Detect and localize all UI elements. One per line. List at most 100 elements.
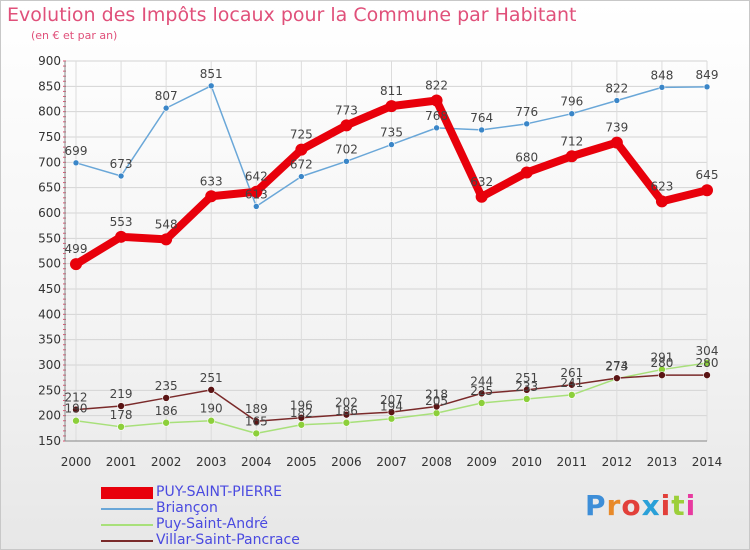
logo-letter: o bbox=[621, 489, 642, 522]
data-point-3 bbox=[117, 402, 125, 410]
data-label: 553 bbox=[110, 215, 133, 229]
y-tick-label: 900 bbox=[38, 54, 61, 68]
data-label: 632 bbox=[470, 175, 493, 189]
data-point-2 bbox=[703, 359, 711, 367]
data-point-3 bbox=[207, 386, 216, 394]
x-tick-label: 2007 bbox=[376, 455, 407, 469]
data-point-1 bbox=[703, 83, 711, 91]
data-label: 613 bbox=[245, 187, 268, 201]
data-label: 849 bbox=[696, 68, 719, 82]
y-tick-label: 600 bbox=[38, 206, 61, 220]
data-label: 623 bbox=[650, 179, 673, 193]
data-label: 304 bbox=[696, 344, 719, 358]
data-label: 725 bbox=[290, 128, 313, 142]
data-point-0 bbox=[205, 190, 218, 203]
data-label: 807 bbox=[155, 89, 178, 103]
data-point-3 bbox=[613, 374, 621, 382]
legend-swatch bbox=[101, 524, 153, 526]
data-label: 633 bbox=[200, 174, 223, 188]
data-point-1 bbox=[433, 124, 440, 132]
data-point-2 bbox=[297, 420, 306, 429]
data-point-0 bbox=[70, 258, 82, 271]
data-point-1 bbox=[568, 110, 576, 117]
data-label: 702 bbox=[335, 142, 358, 156]
data-point-1 bbox=[658, 84, 666, 91]
data-point-2 bbox=[387, 414, 396, 423]
data-label: 773 bbox=[335, 103, 358, 117]
chart-legend: PUY-SAINT-PIERRE Briançon Puy-Saint-André V… bbox=[101, 484, 361, 549]
data-point-2 bbox=[162, 418, 170, 427]
data-point-1 bbox=[343, 158, 350, 165]
line-chart: 150 200 250 300 350 400 450 500 550 600 650 700 750 8… bbox=[38, 54, 722, 469]
data-label: 182 bbox=[290, 406, 313, 420]
legend-swatch bbox=[101, 540, 153, 542]
legend-swatch bbox=[101, 508, 153, 510]
data-point-1 bbox=[252, 203, 260, 210]
data-point-2 bbox=[72, 416, 80, 425]
data-point-3 bbox=[297, 413, 306, 422]
logo-letter: r bbox=[606, 489, 622, 522]
data-point-0 bbox=[520, 166, 533, 179]
data-label: 194 bbox=[380, 400, 403, 414]
data-label: 207 bbox=[380, 393, 403, 407]
data-label: 499 bbox=[65, 242, 88, 256]
data-point-0 bbox=[565, 150, 578, 163]
chart-subtitle: (en € et par an) bbox=[31, 29, 118, 42]
data-label: 273 bbox=[605, 360, 628, 374]
data-point-3 bbox=[477, 389, 486, 398]
data-point-3 bbox=[658, 371, 666, 379]
x-tick-label: 2003 bbox=[196, 455, 227, 469]
data-label: 764 bbox=[470, 111, 493, 125]
data-label: 196 bbox=[290, 399, 313, 413]
legend-label: Briançon bbox=[156, 500, 218, 516]
data-label: 244 bbox=[470, 374, 493, 388]
data-label: 851 bbox=[200, 67, 223, 81]
x-tick-label: 2002 bbox=[151, 455, 182, 469]
data-point-1 bbox=[613, 97, 621, 104]
data-label: 739 bbox=[605, 121, 628, 135]
data-point-2 bbox=[522, 395, 531, 403]
data-point-0 bbox=[295, 143, 308, 156]
data-label: 548 bbox=[155, 217, 178, 231]
data-label: 165 bbox=[245, 414, 268, 428]
data-label: 202 bbox=[335, 396, 358, 410]
y-tick-label: 500 bbox=[38, 257, 61, 271]
data-label: 190 bbox=[65, 402, 88, 416]
x-tick-label: 2009 bbox=[466, 455, 497, 469]
data-point-3 bbox=[567, 380, 576, 389]
data-label: 680 bbox=[515, 150, 538, 164]
data-point-0 bbox=[340, 119, 353, 132]
data-label: 712 bbox=[560, 134, 583, 148]
data-label: 280 bbox=[650, 356, 673, 370]
data-point-1 bbox=[388, 141, 395, 148]
x-tick-label: 2012 bbox=[602, 455, 633, 469]
data-label: 735 bbox=[380, 126, 403, 140]
data-point-2 bbox=[252, 429, 261, 438]
data-point-0 bbox=[160, 233, 173, 246]
data-point-3 bbox=[432, 402, 441, 411]
data-label: 189 bbox=[245, 402, 268, 416]
data-label: 274 bbox=[605, 359, 628, 373]
data-point-3 bbox=[72, 405, 80, 414]
x-tick-label: 2013 bbox=[647, 455, 678, 469]
data-label: 261 bbox=[560, 366, 583, 380]
data-label: 645 bbox=[696, 168, 719, 182]
data-label: 186 bbox=[335, 404, 358, 418]
legend-label: Villar-Saint-Pancrace bbox=[156, 532, 300, 548]
data-label: 178 bbox=[110, 408, 133, 422]
data-point-1 bbox=[478, 126, 485, 134]
data-point-3 bbox=[162, 394, 170, 402]
data-point-0 bbox=[475, 190, 488, 203]
legend-label: PUY-SAINT-PIERRE bbox=[156, 484, 282, 500]
data-label: 280 bbox=[696, 356, 719, 370]
data-point-2 bbox=[117, 423, 125, 431]
data-point-0 bbox=[385, 100, 398, 113]
y-tick-label: 350 bbox=[38, 333, 61, 347]
y-tick-label: 700 bbox=[38, 155, 61, 169]
data-label: 212 bbox=[65, 391, 88, 405]
legend-swatch bbox=[101, 487, 153, 499]
data-point-2 bbox=[207, 416, 216, 425]
data-label: 768 bbox=[425, 109, 448, 123]
data-point-2 bbox=[342, 418, 351, 427]
